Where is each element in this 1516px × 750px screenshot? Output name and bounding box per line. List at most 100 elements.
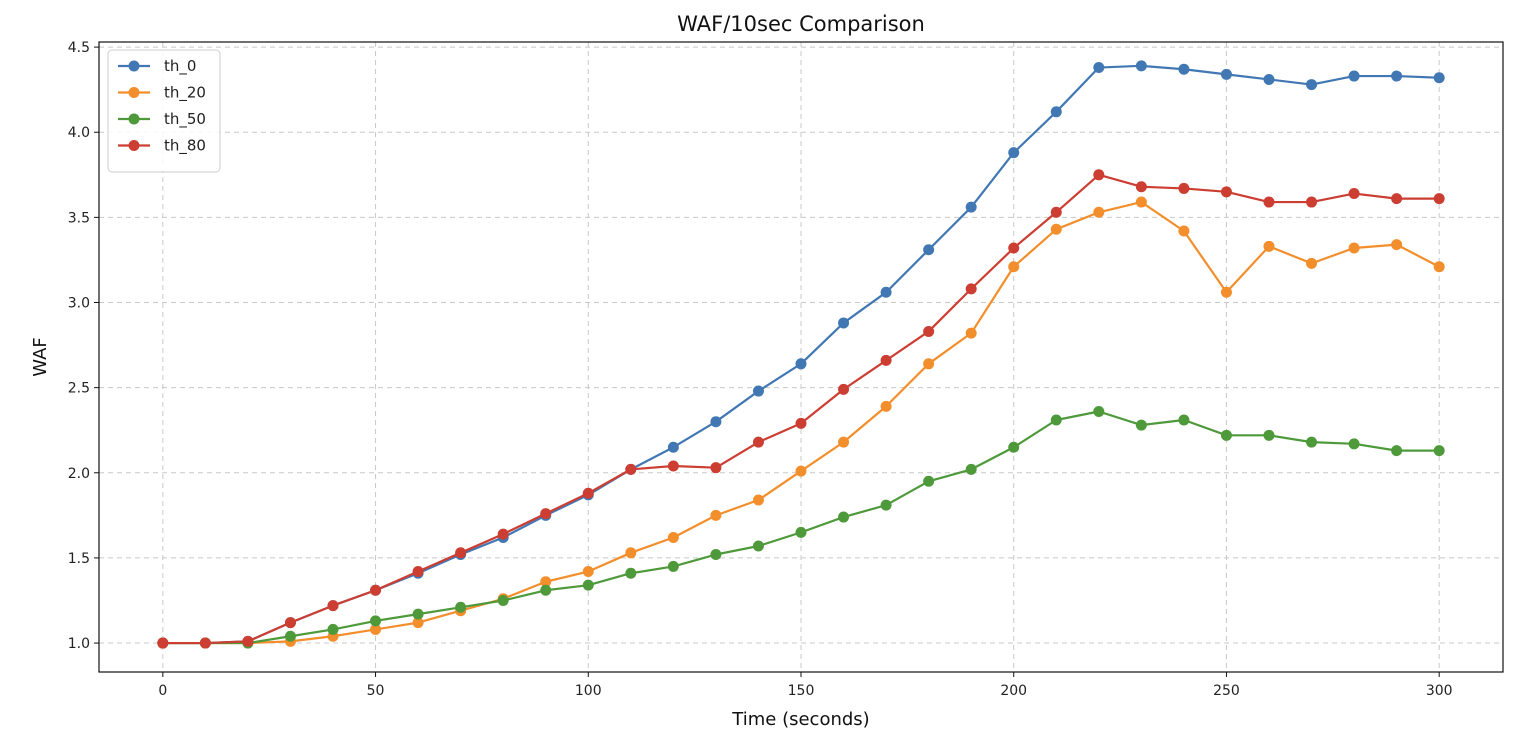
legend-marker (128, 87, 140, 98)
legend-marker (128, 140, 140, 151)
data-point (370, 584, 382, 596)
legend-marker (128, 113, 140, 125)
x-tick-label: 50 (367, 683, 385, 699)
data-point (1348, 70, 1360, 82)
data-point (965, 283, 977, 295)
data-point (157, 637, 169, 649)
data-point (327, 600, 339, 612)
data-point (1263, 196, 1275, 208)
y-tick-label: 1.0 (68, 636, 90, 652)
y-axis-title: WAF (30, 337, 51, 376)
data-point (1263, 429, 1275, 441)
data-point (284, 617, 296, 629)
data-point (965, 327, 977, 339)
data-point (1050, 414, 1062, 426)
data-point (1263, 73, 1275, 85)
x-tick-label: 100 (575, 683, 602, 699)
data-point (1178, 63, 1190, 75)
data-point (795, 526, 807, 538)
data-point (710, 462, 722, 474)
data-point (370, 623, 382, 635)
data-point (1178, 414, 1190, 426)
y-tick-label: 2.5 (68, 381, 90, 397)
data-point (1135, 181, 1147, 193)
data-point (625, 547, 637, 559)
data-point (1391, 193, 1403, 205)
data-point (1391, 445, 1403, 457)
legend-marker (128, 60, 140, 72)
data-point (1220, 186, 1232, 198)
data-point (752, 385, 764, 397)
series-th-80 (157, 169, 1445, 649)
data-point (1348, 438, 1360, 450)
data-point (1391, 70, 1403, 82)
data-point (838, 436, 850, 448)
data-point (412, 566, 424, 578)
data-point (1433, 445, 1445, 457)
x-tick-label: 200 (1000, 683, 1027, 699)
data-point (1050, 223, 1062, 235)
data-point (1433, 261, 1445, 273)
data-point (923, 325, 935, 337)
legend-item: th_20 (118, 84, 206, 103)
data-point (880, 354, 892, 366)
data-point (497, 528, 509, 540)
data-point (838, 383, 850, 395)
data-point (199, 637, 211, 649)
legend-label: th_50 (164, 110, 206, 129)
data-point (667, 441, 679, 453)
grid-layer (99, 42, 1503, 672)
y-tick-label: 1.5 (68, 551, 90, 567)
data-point (1135, 196, 1147, 208)
data-point (923, 475, 935, 487)
data-point (1008, 441, 1020, 453)
tick-layer: 0 50 100 150 200 250 300 1.0 1.5 2.0 2.5 3.0 3.5 4.0 4… (68, 40, 1453, 699)
data-point (1306, 79, 1318, 91)
y-tick-label: 4.0 (68, 125, 90, 141)
data-point (1008, 261, 1020, 273)
data-point (455, 547, 467, 559)
data-point (1391, 239, 1403, 251)
data-point (582, 487, 594, 499)
x-tick-label: 0 (158, 683, 167, 699)
data-point (582, 566, 594, 578)
data-point (1220, 68, 1232, 80)
y-tick-label: 3.5 (68, 210, 90, 226)
data-point (795, 465, 807, 477)
x-tick-label: 150 (788, 683, 815, 699)
data-point (1008, 242, 1020, 254)
data-point (540, 508, 552, 520)
data-point (284, 630, 296, 642)
data-point (1178, 225, 1190, 237)
x-tick-label: 300 (1426, 683, 1453, 699)
data-point (838, 511, 850, 523)
x-axis-title: Time (seconds) (731, 709, 869, 730)
data-point (752, 540, 764, 552)
data-point (242, 635, 254, 647)
data-point (1135, 60, 1147, 72)
data-point (625, 567, 637, 579)
data-point (923, 244, 935, 256)
data-point (582, 579, 594, 591)
data-point (1093, 405, 1105, 417)
legend-label: th_80 (164, 137, 206, 156)
data-point (1178, 182, 1190, 194)
data-point (752, 494, 764, 506)
data-point (540, 576, 552, 588)
data-point (412, 617, 424, 629)
series-layer (157, 60, 1445, 649)
data-point (1306, 196, 1318, 208)
legend-label: th_20 (164, 84, 206, 103)
data-point (965, 463, 977, 475)
data-point (1433, 193, 1445, 205)
data-point (497, 594, 509, 606)
data-point (1093, 206, 1105, 218)
data-point (1135, 419, 1147, 431)
data-point (1263, 240, 1275, 252)
data-point (1220, 429, 1232, 441)
data-point (540, 584, 552, 596)
data-point (1008, 147, 1020, 159)
y-tick-label: 4.5 (68, 40, 90, 56)
data-point (1306, 436, 1318, 448)
